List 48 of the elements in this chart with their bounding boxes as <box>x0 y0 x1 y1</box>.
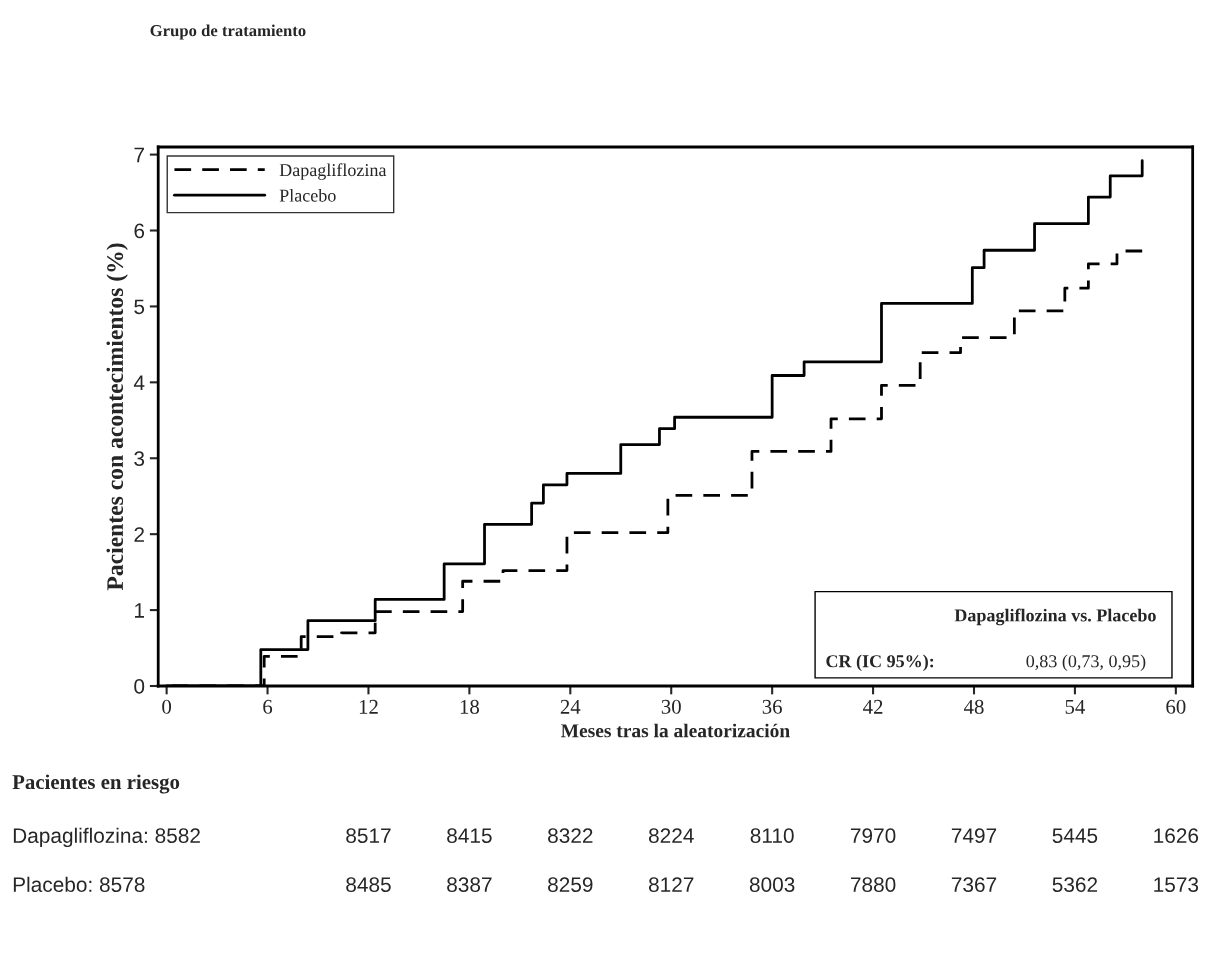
text: 8127 <box>648 877 694 893</box>
legend-label: Placebo <box>279 189 336 202</box>
text: 8387 <box>447 877 492 893</box>
x-tick-label: 60 <box>1166 699 1186 714</box>
y-tick-label: 7 <box>134 147 144 163</box>
x-tick-label: 12 <box>359 699 378 714</box>
y-tick-label: 1 <box>135 603 144 618</box>
x-tick-label: 42 <box>863 699 883 714</box>
text: 5445 <box>1052 828 1098 844</box>
x-tick-label: 18 <box>460 699 480 714</box>
text: 8415 <box>447 828 492 844</box>
text: 1573 <box>1154 877 1199 893</box>
text: 8517 <box>346 828 391 844</box>
y-tick-label: 3 <box>134 451 145 467</box>
annotation: 0,83 (0,73, 0,95) <box>1026 654 1146 671</box>
x-tick-label: 30 <box>661 699 681 714</box>
text: 8110 <box>750 828 794 844</box>
text: 7497 <box>951 828 997 844</box>
y-axis-title: Pacientes con acontecimientos (%) <box>106 243 128 591</box>
legend-label: Dapagliflozina <box>279 163 387 180</box>
x-tick-label: 6 <box>263 699 273 714</box>
annotation: CR (IC 95%): <box>826 654 934 671</box>
x-axis-title: Meses tras la aleatorización <box>561 723 790 738</box>
x-tick-label: 54 <box>1065 699 1086 714</box>
text: Placebo: 8578 <box>13 876 145 893</box>
x-tick-label: 36 <box>762 699 782 714</box>
text: Pacientes en riesgo <box>12 774 180 794</box>
x-tick-label: 48 <box>963 699 984 714</box>
text: 5362 <box>1052 877 1098 893</box>
y-tick-label: 4 <box>133 375 145 390</box>
text: 8003 <box>749 877 795 893</box>
x-tick-label: 0 <box>162 699 172 714</box>
text: 8485 <box>346 877 391 893</box>
annotation: Dapagliflozina vs. Placebo <box>954 608 1156 626</box>
text: 1626 <box>1154 828 1199 844</box>
text: 7367 <box>951 877 997 893</box>
text: 8259 <box>548 877 593 893</box>
chart-title: Grupo de tratamiento <box>150 24 306 40</box>
y-tick-label: 6 <box>134 223 145 239</box>
text: 8224 <box>648 828 694 844</box>
text: 7880 <box>850 877 896 893</box>
y-tick-label: 5 <box>134 299 145 315</box>
text: 8322 <box>548 828 593 844</box>
y-tick-label: 0 <box>134 679 145 694</box>
text: Dapagliflozina: 8582 <box>13 827 200 848</box>
y-tick-label: 2 <box>134 527 144 542</box>
text: 7970 <box>850 828 896 844</box>
x-tick-label: 24 <box>560 699 581 714</box>
